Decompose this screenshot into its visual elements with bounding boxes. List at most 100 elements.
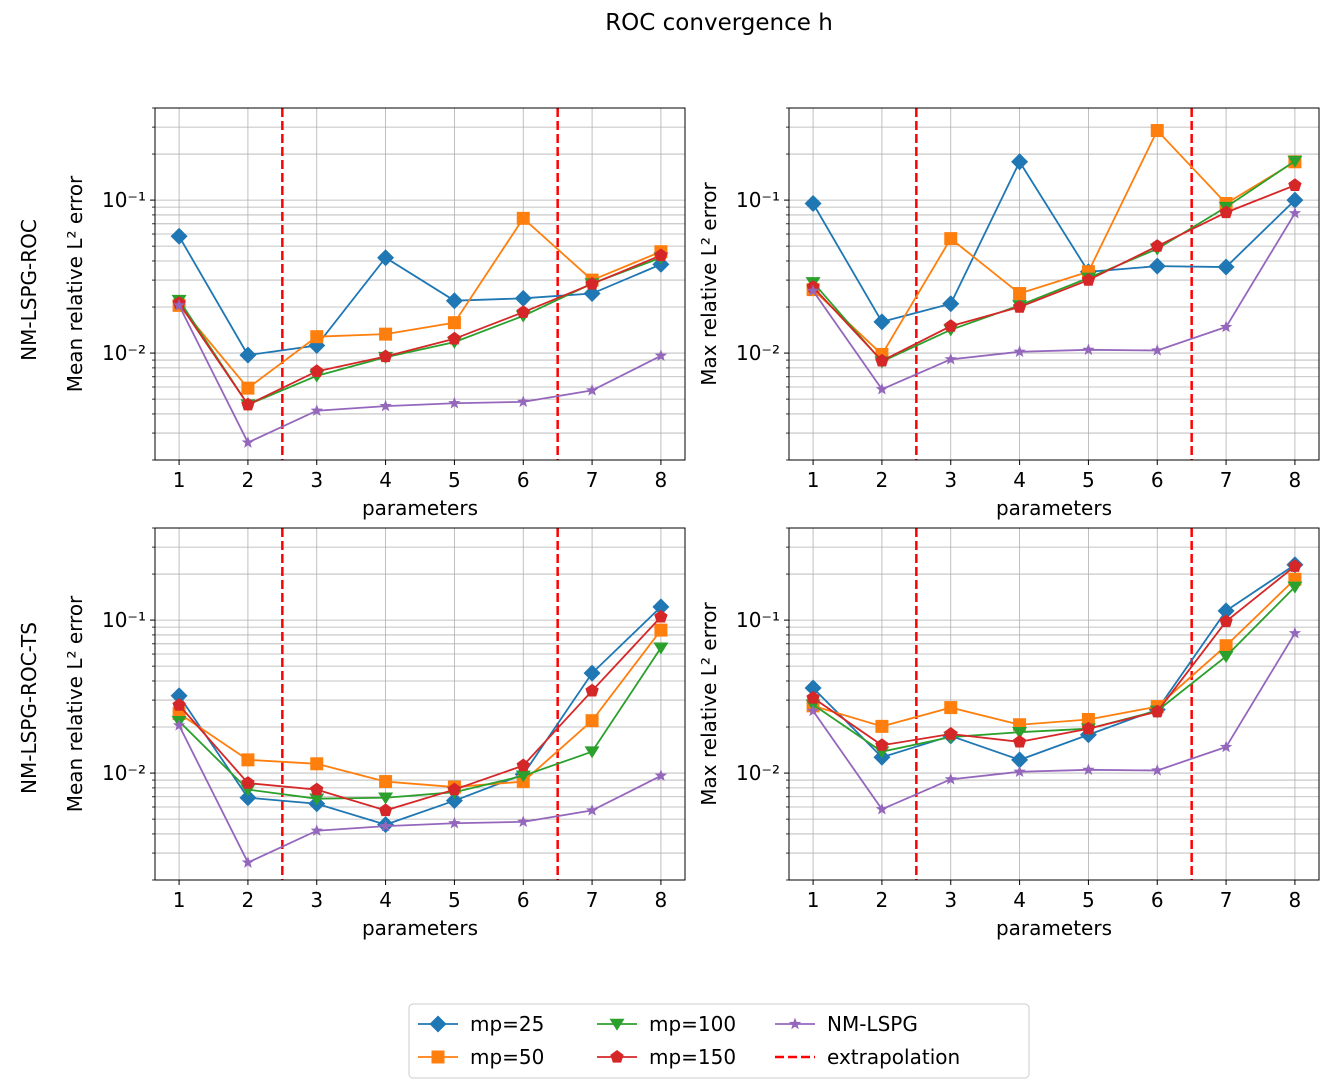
data-point bbox=[516, 758, 530, 772]
x-tick-label: 6 bbox=[517, 468, 530, 492]
data-point bbox=[583, 285, 601, 303]
data-point bbox=[378, 803, 393, 817]
x-tick-label: 8 bbox=[655, 888, 668, 912]
data-point bbox=[584, 746, 600, 759]
data-point bbox=[804, 679, 822, 697]
series-nm-lspg bbox=[172, 718, 668, 868]
x-tick-label: 1 bbox=[807, 468, 820, 492]
data-point bbox=[1148, 257, 1166, 275]
legend-label: mp=100 bbox=[649, 1012, 736, 1036]
data-point bbox=[379, 819, 392, 832]
x-tick-label: 7 bbox=[586, 468, 599, 492]
x-tick-label: 1 bbox=[807, 888, 820, 912]
data-point bbox=[806, 704, 820, 717]
legend-item: mp=150 bbox=[597, 1045, 736, 1069]
data-point bbox=[241, 856, 255, 868]
data-point bbox=[514, 289, 532, 307]
data-point bbox=[585, 276, 599, 290]
x-tick-label: 4 bbox=[379, 888, 392, 912]
legend-label: mp=25 bbox=[470, 1012, 544, 1036]
legend-marker bbox=[788, 1017, 802, 1030]
data-point bbox=[944, 352, 957, 365]
data-point bbox=[241, 397, 255, 411]
data-point bbox=[172, 698, 186, 711]
x-axis-label: parameters bbox=[362, 496, 478, 520]
axes-frame bbox=[154, 527, 686, 881]
data-point bbox=[1011, 153, 1029, 171]
x-tick-label: 2 bbox=[876, 888, 889, 912]
legend-item: mp=25 bbox=[418, 1012, 544, 1036]
data-point bbox=[942, 295, 960, 313]
x-tick-label: 5 bbox=[448, 888, 461, 912]
x-tick-label: 6 bbox=[1151, 888, 1164, 912]
data-point bbox=[1012, 300, 1027, 313]
x-tick-label: 5 bbox=[448, 468, 461, 492]
y-tick-label: 10⁻¹ bbox=[102, 608, 146, 632]
legend-item: NM-LSPG bbox=[775, 1012, 918, 1036]
x-tick-label: 1 bbox=[173, 468, 186, 492]
x-tick-label: 5 bbox=[1082, 468, 1095, 492]
y-tick-label: 10⁻¹ bbox=[102, 188, 146, 212]
data-point bbox=[1081, 721, 1096, 735]
x-tick-label: 4 bbox=[379, 468, 392, 492]
y-tick-label: 10⁻² bbox=[736, 341, 780, 365]
x-tick-label: 7 bbox=[1220, 888, 1233, 912]
data-point bbox=[448, 396, 461, 409]
series-line bbox=[812, 184, 1296, 362]
data-point bbox=[241, 776, 255, 789]
x-tick-label: 4 bbox=[1013, 888, 1026, 912]
series-line bbox=[812, 586, 1296, 753]
data-point bbox=[447, 316, 461, 330]
axes-frame bbox=[788, 107, 1320, 461]
data-point bbox=[517, 815, 530, 828]
y-tick-label: 10⁻² bbox=[102, 761, 146, 785]
data-point bbox=[1219, 205, 1233, 219]
series-line bbox=[178, 235, 662, 357]
legend-label: mp=50 bbox=[470, 1045, 544, 1069]
x-tick-label: 7 bbox=[586, 888, 599, 912]
x-tick-label: 2 bbox=[876, 468, 889, 492]
figure-title: ROC convergence h bbox=[605, 10, 833, 36]
series-nm-lspg bbox=[806, 626, 1302, 815]
data-point bbox=[1218, 651, 1234, 664]
data-point bbox=[1287, 581, 1303, 594]
chart-panel-3: 1 2 3 4 5 6 7 8 10⁻² 10⁻¹ parameters Mean relative … bbox=[63, 527, 686, 940]
data-point bbox=[654, 623, 668, 637]
x-tick-label: 4 bbox=[1013, 468, 1026, 492]
series-line bbox=[178, 304, 662, 444]
chart-panel-1: 1 2 3 4 5 6 7 8 10⁻² 10⁻¹ parameters Mean relative … bbox=[63, 107, 686, 520]
data-point bbox=[1217, 602, 1235, 620]
series-line bbox=[812, 564, 1296, 761]
series-mp-50 bbox=[172, 211, 668, 395]
y-axis-label: Max relative L² error bbox=[697, 602, 721, 806]
data-point bbox=[516, 305, 530, 318]
axes-frame bbox=[154, 107, 686, 461]
x-tick-label: 6 bbox=[1151, 468, 1164, 492]
data-point bbox=[583, 664, 601, 682]
series-mp-25 bbox=[804, 556, 1304, 769]
data-point bbox=[1150, 239, 1164, 252]
data-point bbox=[241, 381, 255, 395]
data-point bbox=[1286, 191, 1304, 209]
data-point bbox=[378, 792, 394, 805]
data-point bbox=[447, 331, 462, 345]
x-axis-label: parameters bbox=[996, 496, 1112, 520]
x-tick-label: 7 bbox=[1220, 468, 1233, 492]
data-point bbox=[310, 824, 323, 836]
data-point bbox=[654, 769, 668, 782]
data-point bbox=[241, 436, 255, 448]
y-tick-label: 10⁻¹ bbox=[736, 188, 780, 212]
series-line bbox=[178, 647, 662, 800]
data-point bbox=[309, 793, 325, 806]
data-point bbox=[448, 816, 461, 829]
legend-marker bbox=[609, 1018, 625, 1031]
y-axis-label: Mean relative L² error bbox=[63, 175, 87, 392]
data-point bbox=[1081, 712, 1095, 726]
data-point bbox=[1219, 639, 1233, 653]
data-point bbox=[653, 642, 669, 655]
legend-marker bbox=[610, 1050, 624, 1063]
series-line bbox=[178, 254, 662, 406]
data-point bbox=[239, 789, 257, 807]
data-point bbox=[1150, 704, 1164, 718]
